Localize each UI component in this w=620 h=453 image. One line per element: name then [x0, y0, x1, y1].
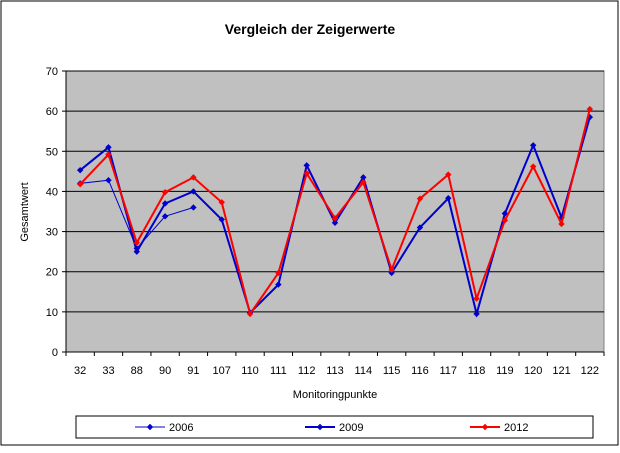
data-point: [161, 200, 169, 207]
y-tick-labels: 0 10 20 30 40 50 60 70: [46, 66, 58, 359]
y-tick-label: 60: [46, 106, 58, 118]
legend-label-2012: 2012: [504, 422, 528, 434]
legend-marker-2006: [146, 423, 154, 431]
x-tick-label: 118: [468, 365, 486, 377]
data-point: [218, 199, 225, 206]
data-point: [133, 248, 140, 255]
x-axis-label: Monitoringpunkte: [293, 389, 377, 401]
data-point: [190, 204, 197, 211]
data-point: [133, 239, 140, 247]
data-point: [445, 171, 452, 178]
x-tick-label: 119: [496, 365, 514, 377]
data-point: [558, 214, 565, 221]
data-point: [416, 195, 424, 202]
series-2009: [76, 113, 594, 318]
x-tick-label: 112: [298, 365, 316, 377]
x-tick-label: 107: [213, 365, 231, 377]
x-tick-label: 110: [241, 365, 259, 377]
data-point: [388, 266, 395, 273]
x-tick-label: 121: [552, 365, 570, 377]
data-point: [586, 113, 594, 121]
legend-label-2006: 2006: [169, 422, 193, 434]
data-point: [105, 144, 112, 151]
x-tick-label: 33: [102, 365, 114, 377]
x-tick-label: 120: [524, 365, 542, 377]
x-tick-label: 90: [159, 365, 171, 377]
gridlines: [66, 70, 604, 313]
data-point: [473, 295, 480, 302]
x-tick-label: 88: [131, 365, 143, 377]
data-point: [530, 163, 537, 170]
data-point: [161, 213, 169, 220]
data-point: [275, 269, 282, 277]
legend-marker-2009: [316, 423, 324, 431]
legend-label-2009: 2009: [339, 422, 363, 434]
y-tick-label: 20: [46, 267, 58, 279]
data-point: [275, 281, 282, 288]
y-axis-label: Gesamtwert: [19, 182, 31, 241]
data-point: [586, 105, 594, 113]
chart-title: Vergleich der Zeigerwerte: [225, 21, 396, 37]
data-point: [303, 162, 310, 169]
x-tick-label: 115: [383, 365, 401, 377]
plot-area: [65, 70, 605, 353]
data-point: [360, 174, 367, 181]
data-point: [331, 219, 339, 226]
data-point: [190, 188, 197, 195]
data-point: [76, 181, 84, 188]
data-point: [303, 170, 310, 177]
legend-items: 2006 2009 2012: [135, 422, 528, 434]
y-tick-label: 50: [46, 146, 58, 158]
series-group: [76, 105, 594, 318]
data-point: [445, 195, 452, 202]
x-tick-label: 114: [355, 365, 373, 377]
data-point: [473, 310, 480, 318]
x-tick-label: 116: [411, 365, 429, 377]
data-point: [105, 151, 112, 158]
x-tick-labels: 32 33 88 90 91 107 110 111 112 113 114 115 116 117 118…: [74, 365, 599, 377]
data-point: [105, 176, 112, 184]
y-tick-label: 70: [46, 66, 58, 78]
data-point: [416, 224, 424, 231]
x-tick-label: 113: [326, 365, 344, 377]
data-point: [161, 189, 169, 196]
data-point: [530, 142, 537, 149]
data-point: [360, 178, 367, 186]
data-point: [246, 310, 254, 318]
data-point: [501, 217, 509, 224]
y-tick-label: 40: [46, 186, 58, 198]
x-tick-label: 91: [187, 365, 199, 377]
series-2012: [76, 105, 594, 318]
y-tick-label: 0: [52, 347, 58, 359]
data-point: [331, 215, 339, 222]
data-point: [76, 166, 84, 174]
x-tick-label: 122: [581, 365, 599, 377]
legend-marker-2012: [481, 423, 489, 431]
data-point: [558, 220, 565, 228]
x-tick-label: 117: [439, 365, 457, 377]
data-point: [388, 269, 395, 277]
y-tick-label: 30: [46, 227, 58, 239]
x-tick-label: 32: [74, 365, 86, 377]
axes: [62, 70, 605, 356]
data-point: [190, 174, 197, 181]
x-tick-label: 111: [270, 365, 287, 377]
y-tick-label: 10: [46, 307, 58, 319]
data-point: [218, 216, 225, 223]
data-point: [501, 210, 509, 217]
